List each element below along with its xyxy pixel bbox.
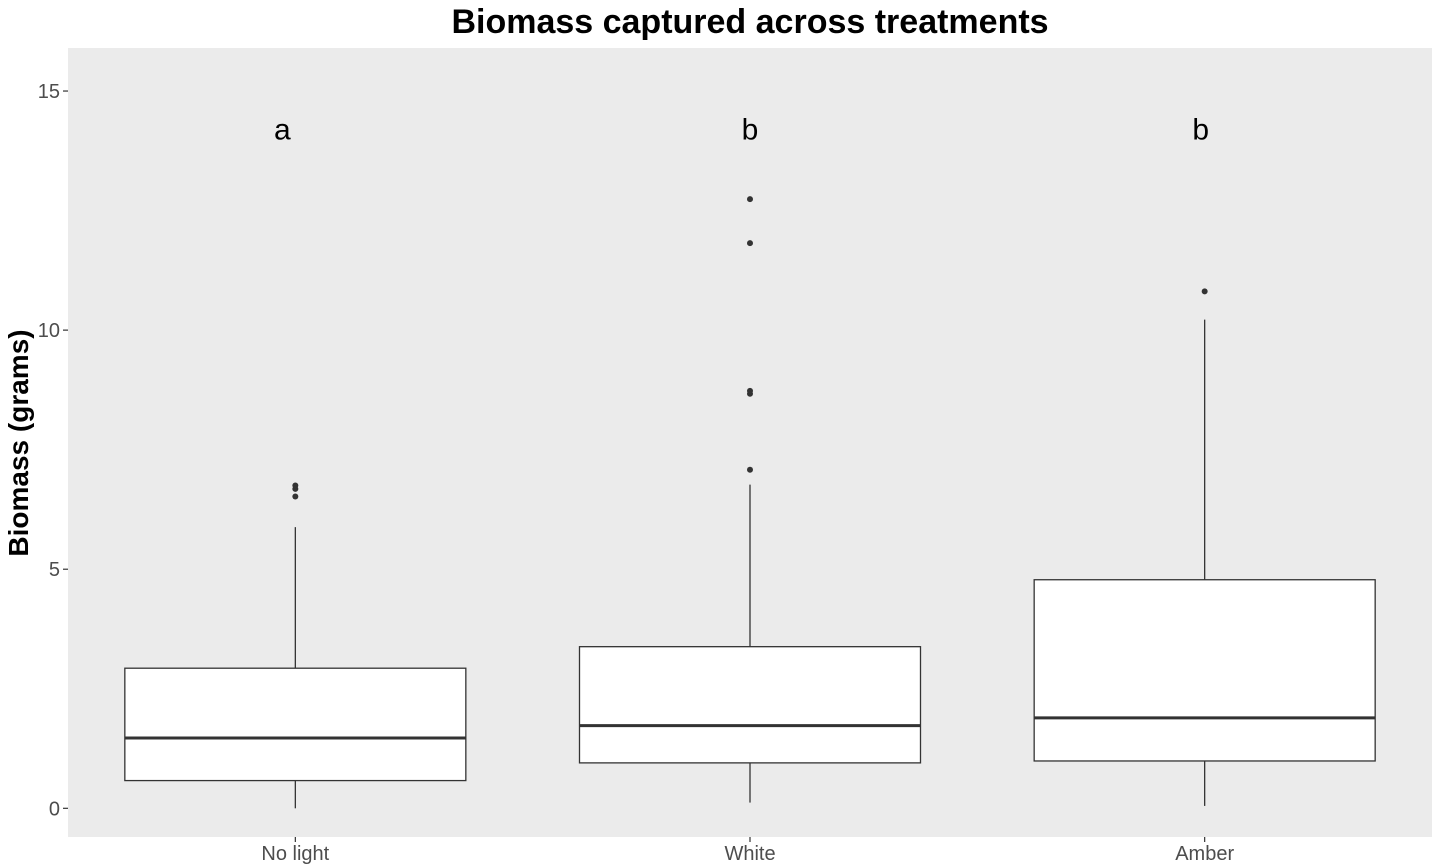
y-axis-title: Biomass (grams) [3,329,34,556]
significance-letter: b [742,113,759,146]
outlier-point [747,466,753,473]
chart-title: Biomass captured across treatments [451,3,1048,41]
x-tick-label: White [724,843,775,864]
box-iqr [124,667,467,782]
box-iqr [1033,579,1376,762]
outlier-point [292,482,299,489]
outlier-point [747,240,753,247]
box-amber [1033,288,1376,806]
significance-letter: a [274,113,291,146]
x-tick-label: Amber [1175,843,1234,864]
x-tick-label: No light [261,843,329,864]
outlier-point [292,493,299,500]
y-tick-label: 5 [49,559,60,581]
significance-letter: b [1192,113,1209,146]
outlier-point [747,196,753,203]
y-tick-label: 0 [49,798,60,820]
y-axis: 0 5 10 15 [38,81,68,820]
box-no-light [124,482,467,809]
box-white [578,196,922,803]
box-iqr [578,646,922,764]
y-tick-label: 10 [38,320,60,342]
boxes-layer [124,196,1376,809]
outlier-point [747,387,753,394]
outlier-point [1201,288,1208,295]
y-tick-label: 15 [38,81,60,103]
x-axis: No light White Amber [261,837,1234,864]
